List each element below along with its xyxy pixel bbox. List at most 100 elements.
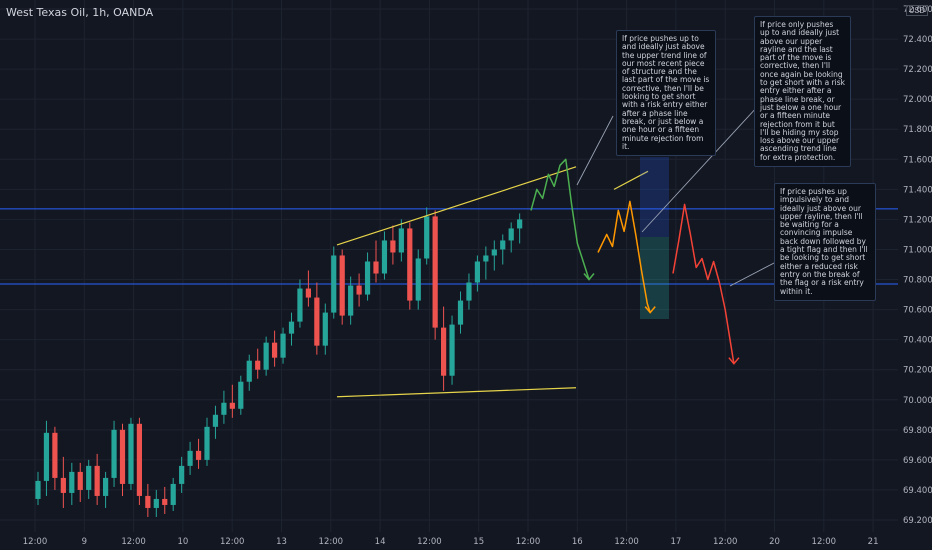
candle-body [348, 285, 354, 316]
candle-body [43, 432, 50, 481]
x-tick-label: 12:00 [614, 537, 639, 547]
candle-body [187, 450, 193, 466]
price-axis[interactable]: 72.600 72.400 72.200 72.000 71.800 71.600 71.4… [903, 5, 932, 526]
time-axis[interactable]: 12:00 9 12:00 10 12:00 13 12:00 14 12:00 15 12:00 1… [23, 537, 879, 547]
candle-body [398, 228, 404, 253]
candle-body [229, 402, 235, 409]
note-rayline[interactable]: If price only pushes up to and ideally j… [754, 16, 851, 168]
x-tick-label: 12:00 [516, 537, 541, 547]
candle-body [364, 261, 371, 295]
x-tick-label: 16 [572, 537, 583, 547]
candle-body [331, 255, 337, 313]
x-tick-label: 12:00 [220, 537, 245, 547]
position-boxes [640, 157, 669, 319]
candle-body [432, 216, 438, 328]
note-leader-line [576, 115, 614, 186]
candle-body [128, 423, 134, 484]
note-impulse-text: If price pushes up impulsively to and id… [780, 187, 868, 296]
candle-body [517, 219, 523, 229]
candles [35, 207, 523, 517]
y-tick-label: 70.400 [903, 336, 932, 346]
y-tick-label: 70.200 [903, 366, 932, 376]
risk-box [640, 157, 669, 237]
currency-label[interactable]: USD [905, 5, 928, 16]
x-tick-label: 12:00 [417, 537, 442, 547]
symbol-title: West Texas Oil, 1h, OANDA [6, 6, 154, 19]
candle-body [474, 261, 480, 283]
note-leader-line [641, 105, 759, 233]
candle-body [390, 240, 396, 253]
y-tick-label: 69.800 [903, 426, 932, 436]
candle-body [136, 423, 142, 496]
trend-lines [336, 166, 649, 398]
candle-body [77, 471, 83, 490]
candle-body [103, 477, 109, 496]
y-tick-label: 72.200 [903, 65, 932, 75]
y-tick-label: 70.000 [903, 396, 932, 406]
candle-body [356, 285, 362, 295]
scenario-arrowhead [583, 273, 595, 281]
candle-body [500, 240, 506, 250]
x-tick-label: 14 [375, 537, 386, 547]
scenario-path [597, 200, 651, 313]
candle-body [119, 429, 126, 484]
x-tick-label: 12:00 [23, 537, 48, 547]
horizontal-levels [0, 208, 898, 285]
y-tick-label: 71.600 [903, 155, 932, 165]
candle-body [280, 333, 286, 358]
scenario-arrowhead [728, 357, 740, 365]
candle-body [457, 300, 464, 325]
x-tick-label: 12:00 [713, 537, 738, 547]
candle-body [238, 381, 244, 409]
scenario-arrowhead [644, 306, 656, 314]
scenario-path [530, 158, 590, 280]
note-impulse[interactable]: If price pushes up impulsively to and id… [774, 183, 876, 301]
candle-body [60, 477, 66, 493]
candle-body [195, 450, 202, 460]
trend-line [336, 166, 577, 246]
candle-body [255, 360, 261, 370]
x-tick-label: 20 [769, 537, 780, 547]
x-tick-label: 17 [670, 537, 681, 547]
x-tick-label: 9 [82, 537, 87, 547]
candle-body [483, 255, 489, 262]
scenario-paths [530, 158, 740, 365]
candle-body [339, 255, 345, 316]
grid [0, 0, 898, 532]
candle-body [263, 342, 269, 370]
candle-body [441, 327, 447, 376]
candle-body [212, 414, 219, 427]
note-rayline-text: If price only pushes up to and ideally j… [760, 20, 845, 162]
note-trend-line-text: If price pushes up to and ideally just a… [622, 34, 710, 151]
candle-body [153, 498, 159, 508]
note-leaders [576, 105, 777, 287]
y-tick-label: 72.400 [903, 35, 932, 45]
candle-body [69, 471, 75, 493]
candle-body [162, 498, 168, 505]
candle-body [491, 249, 497, 256]
x-tick-label: 12:00 [121, 537, 146, 547]
candle-body [204, 426, 210, 460]
y-tick-label: 70.800 [903, 276, 932, 286]
trend-line-short [613, 170, 649, 190]
candle-body [373, 261, 379, 274]
note-leader-line [729, 261, 777, 287]
candle-body [314, 297, 320, 346]
candle-body [221, 402, 227, 415]
reward-box [640, 237, 669, 319]
candle-body [415, 258, 421, 301]
candle-body [381, 240, 388, 274]
note-trend-line[interactable]: If price pushes up to and ideally just a… [616, 30, 716, 157]
candle-body [424, 216, 430, 259]
candle-body [179, 465, 185, 484]
candle-body [94, 465, 100, 496]
y-tick-label: 69.600 [903, 456, 932, 466]
y-tick-label: 69.400 [903, 486, 932, 496]
candle-body [86, 465, 92, 490]
y-tick-label: 69.200 [903, 516, 932, 526]
x-tick-label: 13 [276, 537, 287, 547]
y-tick-label: 71.400 [903, 185, 932, 195]
candle-body [407, 228, 413, 301]
candle-body [297, 288, 303, 322]
